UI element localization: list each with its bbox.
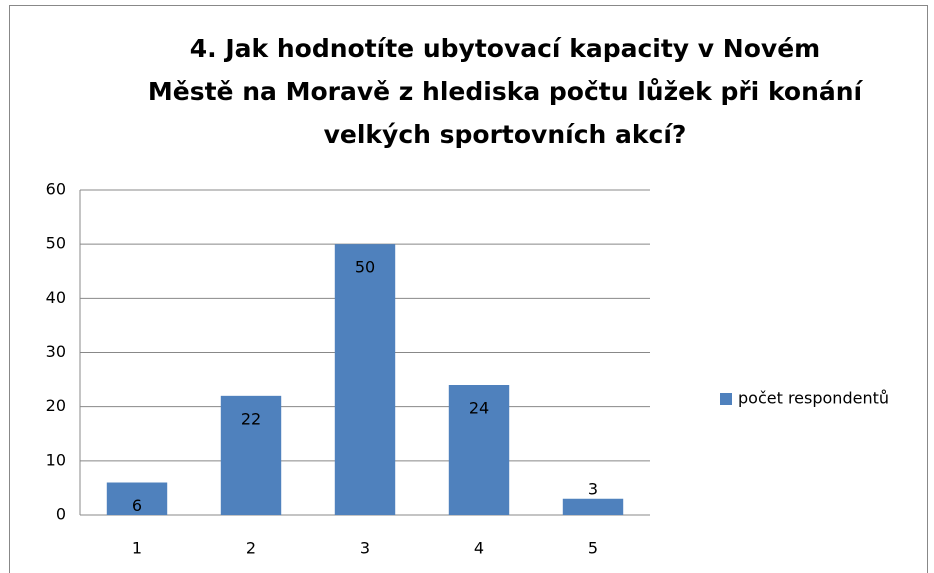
bar [562, 498, 624, 515]
data-label: 24 [469, 399, 489, 418]
data-label: 50 [355, 258, 375, 277]
y-tick-label: 40 [46, 288, 66, 307]
x-tick-label: 1 [132, 539, 142, 558]
legend-swatch [720, 393, 732, 405]
bar [334, 244, 396, 515]
data-label: 3 [588, 479, 598, 498]
y-tick-label: 20 [46, 396, 66, 415]
data-label: 22 [241, 409, 261, 428]
y-tick-label: 10 [46, 450, 66, 469]
bar [106, 482, 168, 515]
x-tick-label: 3 [360, 539, 370, 558]
x-tick-label: 2 [246, 539, 256, 558]
y-tick-label: 30 [46, 342, 66, 361]
data-label: 6 [132, 496, 142, 515]
bar [448, 385, 510, 515]
legend-label: počet respondentů [738, 389, 889, 408]
bar [220, 395, 282, 515]
chart-title: Městě na Moravě z hlediska počtu lůžek p… [148, 77, 864, 106]
x-tick-label: 4 [474, 539, 484, 558]
y-tick-label: 50 [46, 234, 66, 253]
chart-title: velkých sportovních akcí? [324, 120, 687, 149]
y-tick-label: 60 [46, 180, 66, 199]
y-tick-label: 0 [56, 505, 66, 524]
x-tick-label: 5 [588, 539, 598, 558]
chart-title: 4. Jak hodnotíte ubytovací kapacity v No… [190, 34, 820, 63]
